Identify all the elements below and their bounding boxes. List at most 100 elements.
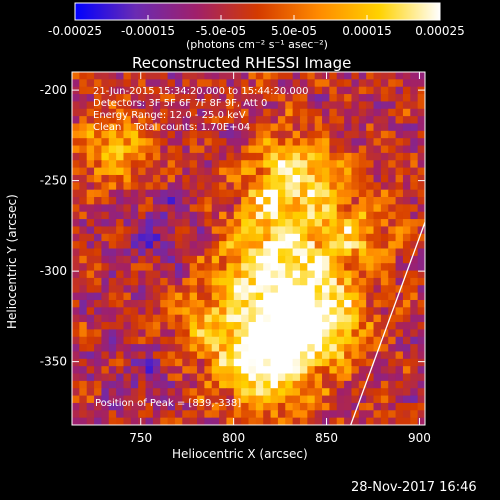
heatmap-cell bbox=[255, 94, 264, 103]
heatmap-cell bbox=[263, 358, 272, 367]
heatmap-cell bbox=[101, 410, 110, 419]
heatmap-cell bbox=[270, 307, 279, 316]
heatmap-cell bbox=[72, 101, 80, 110]
heatmap-cell bbox=[395, 123, 404, 132]
heatmap-cell bbox=[130, 388, 139, 397]
heatmap-cell bbox=[366, 277, 375, 286]
heatmap-cell bbox=[402, 314, 411, 323]
heatmap-cell bbox=[410, 72, 419, 80]
heatmap-cell bbox=[292, 270, 301, 279]
heatmap-cell bbox=[79, 380, 88, 389]
heatmap-cell bbox=[167, 358, 176, 367]
heatmap-cell bbox=[248, 285, 257, 294]
heatmap-cell bbox=[123, 79, 132, 88]
heatmap-cell bbox=[123, 226, 132, 235]
heatmap-cell bbox=[344, 130, 353, 139]
heatmap-cell bbox=[329, 130, 338, 139]
heatmap-cell bbox=[174, 307, 183, 316]
heatmap-cell bbox=[314, 130, 323, 139]
heatmap-cell bbox=[285, 145, 294, 154]
heatmap-cell bbox=[351, 285, 360, 294]
heatmap-cell bbox=[130, 314, 139, 323]
heatmap-cell bbox=[226, 307, 235, 316]
heatmap-cell bbox=[160, 167, 169, 176]
heatmap-cell bbox=[263, 197, 272, 205]
heatmap-cell bbox=[182, 233, 191, 242]
heatmap-cell bbox=[226, 130, 235, 139]
heatmap-cell bbox=[189, 248, 198, 257]
heatmap-cell bbox=[94, 145, 103, 154]
heatmap-cell bbox=[174, 270, 183, 279]
heatmap-cell bbox=[285, 86, 294, 95]
heatmap-cell bbox=[182, 130, 191, 139]
heatmap-cell bbox=[366, 101, 375, 110]
heatmap-cell bbox=[72, 373, 80, 382]
heatmap-cell bbox=[94, 344, 103, 353]
heatmap-cell bbox=[380, 388, 389, 397]
heatmap-cell bbox=[299, 322, 308, 330]
heatmap-cell bbox=[174, 248, 183, 257]
heatmap-cell bbox=[344, 314, 353, 323]
heatmap-cell bbox=[94, 226, 103, 235]
heatmap-cell bbox=[417, 299, 425, 308]
heatmap-cell bbox=[116, 285, 125, 294]
heatmap-cell bbox=[263, 292, 272, 301]
heatmap-cell bbox=[167, 197, 176, 205]
heatmap-cell bbox=[263, 152, 272, 161]
heatmap-cell bbox=[160, 270, 169, 279]
heatmap-cell bbox=[402, 336, 411, 345]
heatmap-cell bbox=[402, 351, 411, 360]
colorbar-tick-label: 5.0e-05 bbox=[271, 24, 317, 38]
heatmap-cell bbox=[219, 410, 228, 419]
heatmap-cell bbox=[204, 79, 213, 88]
heatmap-cell bbox=[204, 329, 213, 338]
heatmap-cell bbox=[255, 380, 264, 389]
heatmap-cell bbox=[307, 130, 316, 139]
heatmap-cell bbox=[189, 152, 198, 161]
heatmap-cell bbox=[189, 108, 198, 117]
heatmap-cell bbox=[197, 204, 205, 213]
heatmap-cell bbox=[329, 344, 338, 353]
heatmap-cell bbox=[226, 277, 235, 286]
colorbar-tick-label: -0.00025 bbox=[48, 24, 102, 38]
heatmap-cell bbox=[388, 226, 397, 235]
heatmap-cell bbox=[152, 182, 161, 191]
heatmap-cell bbox=[380, 219, 389, 228]
colorbar bbox=[74, 2, 441, 21]
heatmap-cell bbox=[395, 292, 404, 301]
heatmap-cell bbox=[189, 322, 198, 330]
heatmap-cell bbox=[86, 101, 95, 110]
heatmap-cell bbox=[145, 79, 154, 88]
heatmap-cell bbox=[167, 226, 176, 235]
heatmap-cell bbox=[138, 292, 147, 301]
heatmap-cell bbox=[226, 160, 235, 169]
heatmap-cell bbox=[322, 292, 330, 301]
heatmap-cell bbox=[145, 388, 154, 397]
heatmap-cell bbox=[226, 417, 235, 425]
heatmap-cell bbox=[270, 152, 279, 161]
heatmap-cell bbox=[417, 410, 425, 419]
heatmap-cell bbox=[72, 130, 80, 139]
heatmap-cell bbox=[380, 351, 389, 360]
heatmap-cell bbox=[152, 72, 161, 80]
heatmap-cell bbox=[263, 160, 272, 169]
heatmap-cell bbox=[101, 270, 110, 279]
heatmap-cell bbox=[410, 410, 419, 419]
heatmap-cell bbox=[197, 123, 205, 132]
heatmap-cell bbox=[101, 79, 110, 88]
heatmap-cell bbox=[116, 101, 125, 110]
heatmap-cell bbox=[388, 270, 397, 279]
heatmap-cell bbox=[388, 204, 397, 213]
heatmap-cell bbox=[211, 86, 220, 95]
heatmap-cell bbox=[322, 182, 330, 191]
heatmap-cell bbox=[270, 292, 279, 301]
heatmap-cell bbox=[351, 72, 360, 80]
heatmap-cell bbox=[130, 130, 139, 139]
heatmap-cell bbox=[197, 344, 205, 353]
heatmap-cell bbox=[358, 366, 367, 375]
heatmap-cell bbox=[241, 322, 250, 330]
heatmap-cell bbox=[211, 402, 220, 411]
heatmap-cell bbox=[299, 72, 308, 80]
heatmap-cell bbox=[322, 351, 330, 360]
heatmap-cell bbox=[189, 94, 198, 103]
